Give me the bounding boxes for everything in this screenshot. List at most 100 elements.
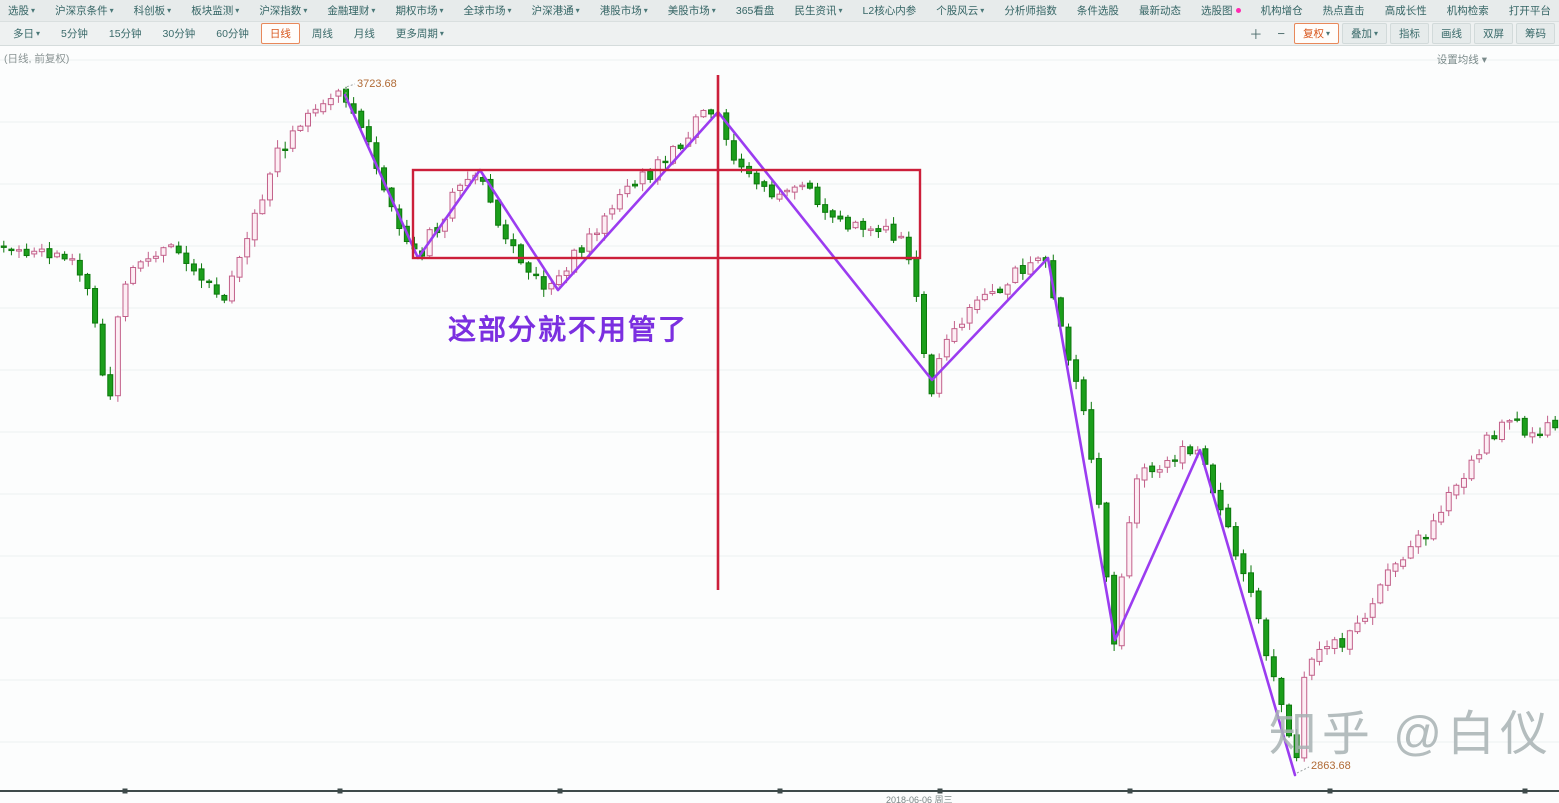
menu-item-label: 个股风云 <box>936 5 979 17</box>
dropdown-arrow-icon: ▾ <box>439 29 444 38</box>
dropdown-arrow-icon: ▾ <box>439 6 444 15</box>
menu-item[interactable]: 科创板 ▾ <box>132 3 174 18</box>
menu-item[interactable]: 选股图 <box>1199 3 1243 18</box>
period-button-label: 更多周期 <box>395 28 438 40</box>
menu-item[interactable]: 高成长性 <box>1383 3 1429 18</box>
menu-item[interactable]: 分析师指数 <box>1002 3 1059 18</box>
ma-settings-link[interactable]: 设置均线 ▾ <box>1436 54 1487 66</box>
menu-item[interactable]: 美股市场 ▾ <box>666 3 718 18</box>
menu-item[interactable]: 沪深指数 ▾ <box>257 3 309 18</box>
menu-item[interactable]: 民生资讯 ▾ <box>792 3 844 18</box>
dropdown-arrow-icon: ▾ <box>980 6 985 15</box>
tool-button[interactable]: 筹码 <box>1516 23 1555 44</box>
menu-item[interactable]: 沪深京条件 ▾ <box>53 3 116 18</box>
menu-item[interactable]: 选股 ▾ <box>6 3 37 18</box>
period-button-label: 月线 <box>353 28 375 40</box>
tool-button-label: − <box>1277 26 1285 41</box>
tool-button[interactable]: − <box>1271 25 1291 42</box>
menu-item[interactable]: 打开平台 <box>1507 3 1553 18</box>
menu-item-label: 金融理财 <box>327 5 370 17</box>
dropdown-arrow-icon: ▾ <box>575 6 580 15</box>
menu-item-label: 沪深指数 <box>259 5 302 17</box>
menu-item[interactable]: 机构增仓 <box>1259 3 1305 18</box>
tool-button-label: 画线 <box>1441 28 1462 40</box>
menu-item-label: 港股市场 <box>599 5 642 17</box>
dropdown-arrow-icon: ▾ <box>235 6 240 15</box>
period-button-label: 30分钟 <box>162 28 196 40</box>
dropdown-arrow-icon: ▾ <box>371 6 376 15</box>
period-button[interactable]: 5分钟 <box>52 23 97 44</box>
candlestick-chart[interactable] <box>0 46 1559 803</box>
menu-item[interactable]: 个股风云 ▾ <box>934 3 986 18</box>
menu-item[interactable]: 365看盘 <box>734 3 777 18</box>
tool-button-label: ＋ <box>1249 27 1263 42</box>
tool-button[interactable]: 双屏 <box>1474 23 1513 44</box>
menu-item[interactable]: 港股市场 ▾ <box>598 3 650 18</box>
tool-button-label: 筹码 <box>1525 28 1546 40</box>
menu-item[interactable]: 金融理财 ▾ <box>325 3 377 18</box>
tool-button[interactable]: 叠加 ▾ <box>1341 23 1387 44</box>
tool-button-label: 复权 <box>1302 28 1324 40</box>
menu-item-label: 机构增仓 <box>1260 5 1303 17</box>
tool-button[interactable]: 指标 <box>1390 23 1429 44</box>
axis-date-label: 2018-06-06 周三 <box>886 795 953 803</box>
menu-item[interactable]: 机构检索 <box>1445 3 1491 18</box>
menu-item-label: 高成长性 <box>1384 5 1427 17</box>
low-price-label: 2863.68 <box>1311 760 1351 772</box>
tool-button[interactable]: 画线 <box>1432 23 1471 44</box>
dropdown-arrow-icon: ▾ <box>1325 29 1330 38</box>
tool-button[interactable]: ＋ <box>1243 23 1268 44</box>
period-button[interactable]: 30分钟 <box>154 23 205 44</box>
dropdown-arrow-icon: ▾ <box>167 6 172 15</box>
tool-button-label: 指标 <box>1399 28 1420 40</box>
menu-item[interactable]: 全球市场 ▾ <box>462 3 514 18</box>
tool-button-label: 双屏 <box>1483 28 1504 40</box>
period-button[interactable]: 日线 <box>260 23 300 44</box>
menu-item[interactable]: 板块监测 ▾ <box>189 3 241 18</box>
period-button-label: 日线 <box>269 28 291 40</box>
main-menubar: 选股 ▾ 沪深京条件 ▾ 科创板 ▾ 板块监测 ▾ 沪深指数 ▾ 金融理财 ▾ 期权市场 ▾ 全球市场 ▾ 沪深… <box>0 0 1559 22</box>
dropdown-arrow-icon: ▾ <box>643 6 648 15</box>
menu-item-label: 分析师指数 <box>1004 5 1057 17</box>
menu-item-label: 热点直击 <box>1322 5 1365 17</box>
period-button[interactable]: 周线 <box>303 23 342 44</box>
period-button[interactable]: 多日 ▾ <box>4 23 49 44</box>
menu-item[interactable]: 热点直击 <box>1321 3 1367 18</box>
menu-item[interactable]: 条件选股 <box>1075 3 1121 18</box>
period-button-label: 周线 <box>311 28 333 40</box>
menu-item-label: 最新动态 <box>1138 5 1181 17</box>
dropdown-arrow-icon: ▾ <box>838 6 843 15</box>
period-button[interactable]: 15分钟 <box>100 23 151 44</box>
dropdown-arrow-icon: ▾ <box>303 6 308 15</box>
watermark: 知乎 @白仪 <box>1268 708 1553 761</box>
period-button[interactable]: 月线 <box>345 23 384 44</box>
notification-dot <box>1235 8 1241 13</box>
menu-item-label: 板块监测 <box>191 5 234 17</box>
menu-item-label: 机构检索 <box>1446 5 1489 17</box>
dropdown-arrow-icon: ▾ <box>507 6 512 15</box>
chart-mode-label: (日线, 前复权) <box>4 53 70 65</box>
menu-item-label: 民生资讯 <box>794 5 837 17</box>
menu-item-label: 期权市场 <box>395 5 438 17</box>
annotation-text: 这部分就不用管了 <box>448 314 689 345</box>
menu-item[interactable]: 沪深港通 ▾ <box>530 3 582 18</box>
menu-item[interactable]: 期权市场 ▾ <box>393 3 445 18</box>
dropdown-arrow-icon: ▾ <box>1373 29 1378 38</box>
tool-button-label: 叠加 <box>1350 28 1372 40</box>
dropdown-arrow-icon: ▾ <box>36 29 41 38</box>
menu-item-label: 沪深港通 <box>531 5 574 17</box>
menu-item-label: 沪深京条件 <box>55 5 108 17</box>
tool-button[interactable]: 复权 ▾ <box>1293 23 1339 44</box>
menu-item[interactable]: 最新动态 <box>1137 3 1183 18</box>
menu-item-label: 科创板 <box>133 5 166 17</box>
chart-area[interactable]: (日线, 前复权) 设置均线 ▾ 3723.68 2863.68 这部分就不用管… <box>0 46 1559 803</box>
period-button[interactable]: 更多周期 ▾ <box>387 23 453 44</box>
period-button[interactable]: 60分钟 <box>207 23 258 44</box>
period-toolbar: 多日 ▾ 5分钟 15分钟 30分钟 60分钟 日线 周线 月线 更多周期 ▾ ＋ − 复权 ▾ 叠加 ▾ 指标… <box>0 22 1559 46</box>
menu-item[interactable]: L2核心内参 <box>861 3 919 18</box>
period-buttons: 多日 ▾ 5分钟 15分钟 30分钟 60分钟 日线 周线 月线 更多周期 ▾ <box>4 23 453 44</box>
dropdown-arrow-icon: ▾ <box>31 6 36 15</box>
dropdown-arrow-icon: ▾ <box>711 6 716 15</box>
peak-price-label: 3723.68 <box>357 78 397 90</box>
